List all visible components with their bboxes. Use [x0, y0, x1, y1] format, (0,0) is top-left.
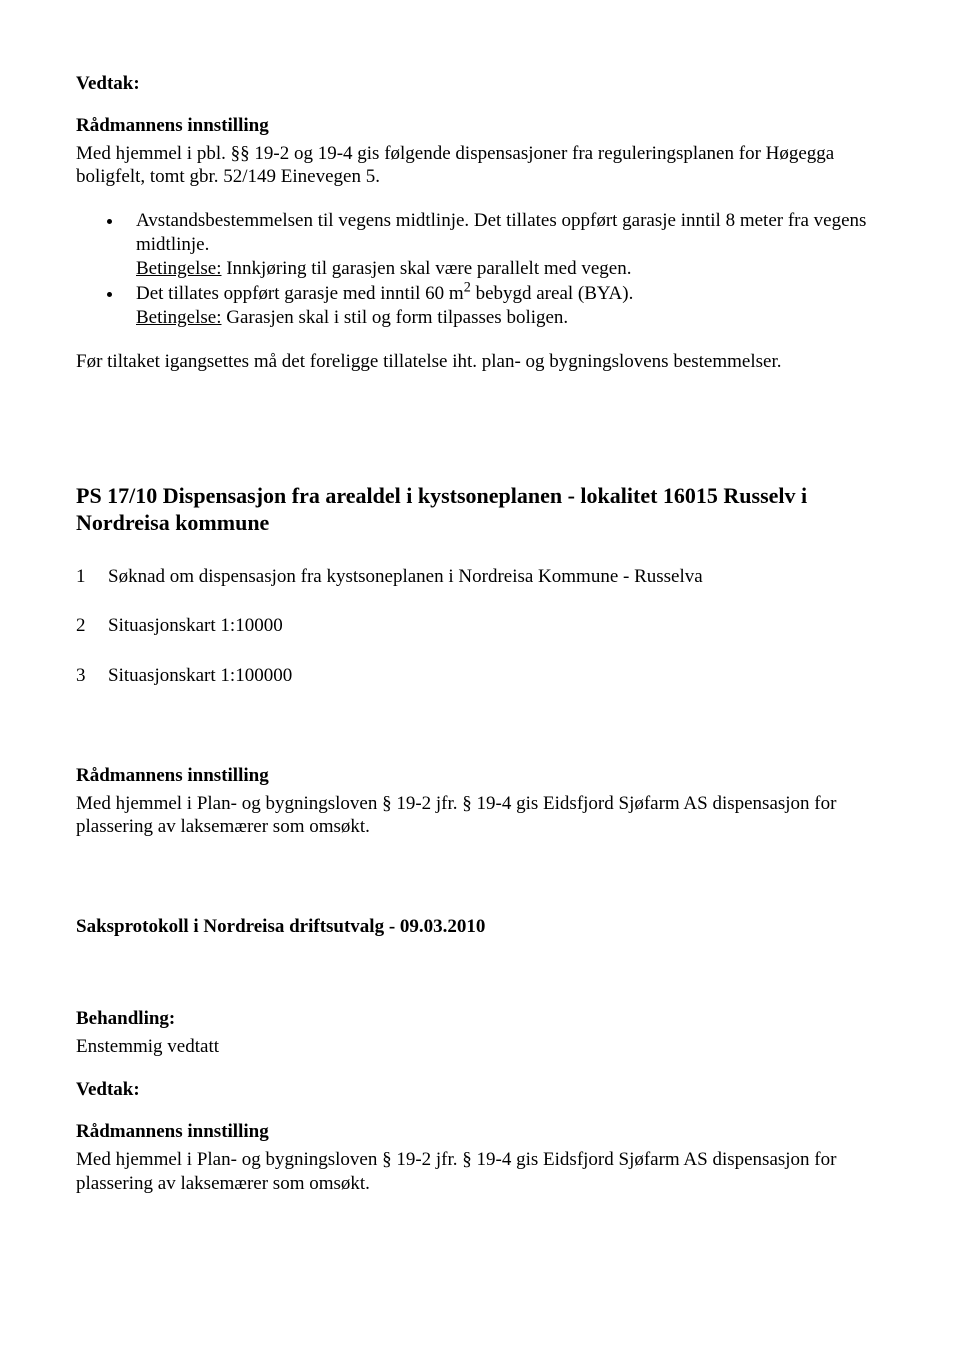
numbered-text-1: Søknad om dispensasjon fra kystsoneplane…: [108, 565, 884, 589]
vedtak-intro: Med hjemmel i pbl. §§ 19-2 og 19-4 gis f…: [76, 142, 884, 190]
bullet-item-2: Det tillates oppført garasje med inntil …: [124, 282, 884, 330]
bullet-2-text-post: bebygd areal (BYA).: [471, 283, 634, 304]
ps-1710-title: PS 17/10 Dispensasjon fra arealdel i kys…: [76, 482, 884, 537]
bullet-list: Avstandsbestemmelsen til vegens midtlinj…: [76, 209, 884, 330]
vedtak-closing: Før tiltaket igangsettes må det foreligg…: [76, 350, 884, 374]
innstilling-2-text: Med hjemmel i Plan- og bygningsloven § 1…: [76, 792, 884, 840]
bullet-2-sup: 2: [464, 280, 471, 296]
bullet-1-condition-text: Innkjøring til garasjen skal være parall…: [221, 258, 631, 279]
vedtak-heading: Vedtak:: [76, 72, 884, 96]
bullet-1-condition-label: Betingelse:: [136, 258, 221, 279]
behandling-text: Enstemmig vedtatt: [76, 1035, 884, 1059]
numbered-row-2: 2 Situasjonskart 1:10000: [76, 614, 884, 638]
numbered-text-2: Situasjonskart 1:10000: [108, 614, 884, 638]
numbered-text-3: Situasjonskart 1:100000: [108, 664, 884, 688]
radmannens-innstilling-heading-2: Rådmannens innstilling: [76, 764, 884, 788]
radmannens-innstilling-heading-1: Rådmannens innstilling: [76, 114, 884, 138]
saksprotokoll-heading: Saksprotokoll i Nordreisa driftsutvalg -…: [76, 915, 884, 939]
numbered-row-1: 1 Søknad om dispensasjon fra kystsonepla…: [76, 565, 884, 589]
numbered-num-3: 3: [76, 664, 108, 688]
vedtak-2-text: Med hjemmel i Plan- og bygningsloven § 1…: [76, 1148, 884, 1196]
numbered-num-1: 1: [76, 565, 108, 589]
bullet-2-text-pre: Det tillates oppført garasje med inntil …: [136, 283, 464, 304]
numbered-num-2: 2: [76, 614, 108, 638]
bullet-item-1: Avstandsbestemmelsen til vegens midtlinj…: [124, 209, 884, 280]
radmannens-innstilling-heading-3: Rådmannens innstilling: [76, 1120, 884, 1144]
numbered-list: 1 Søknad om dispensasjon fra kystsonepla…: [76, 565, 884, 688]
bullet-1-text: Avstandsbestemmelsen til vegens midtlinj…: [136, 210, 866, 255]
numbered-row-3: 3 Situasjonskart 1:100000: [76, 664, 884, 688]
behandling-heading: Behandling:: [76, 1007, 884, 1031]
vedtak-2-heading: Vedtak:: [76, 1078, 884, 1102]
bullet-2-condition-label: Betingelse:: [136, 307, 221, 328]
bullet-2-condition-text: Garasjen skal i stil og form tilpasses b…: [221, 307, 568, 328]
